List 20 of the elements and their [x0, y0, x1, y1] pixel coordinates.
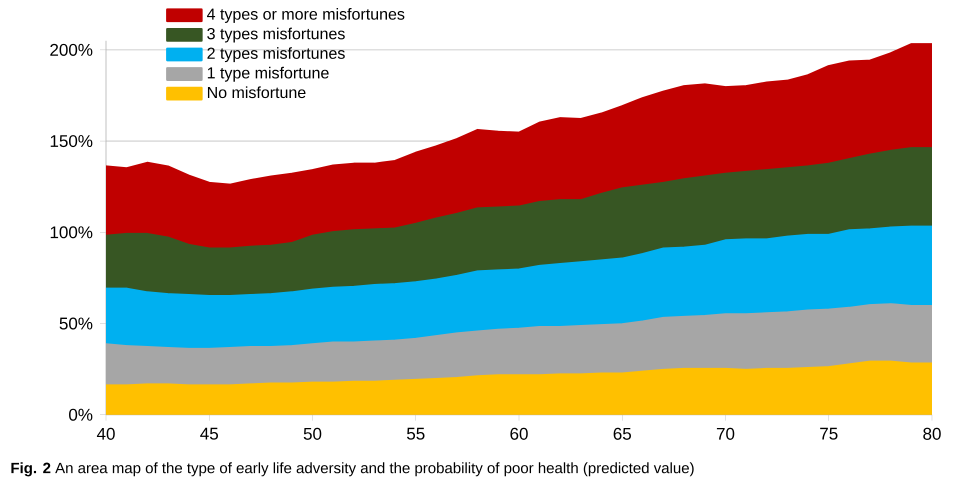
legend-label: 3 types misfortunes [207, 28, 345, 43]
y-tick-label: 150% [50, 135, 92, 148]
legend-label: 2 types misfortunes [207, 47, 345, 62]
legend-label: 4 types or more misfortunes [207, 8, 404, 24]
x-tick-label: 50 [304, 428, 322, 440]
text: Fig. 2 An area map of the type of early life adversity and the probability of poor health (predicted value) [11, 462, 694, 476]
x-tick-label: 60 [510, 428, 528, 440]
x-tick-label: 55 [406, 428, 424, 440]
x-tick-label: 75 [820, 428, 838, 440]
x-tick-label: 80 [923, 428, 941, 440]
x-tick-label: 45 [200, 428, 218, 440]
x-tick-label: 65 [614, 428, 631, 440]
y-tick-label: 100% [50, 226, 92, 238]
y-tick-label: 0% [69, 408, 92, 421]
x-tick-label: 40 [96, 428, 115, 440]
y-tick-label: 200% [50, 44, 92, 56]
y-tick-label: 50% [60, 318, 92, 330]
x-tick-label: 70 [716, 428, 734, 440]
legend-label: No misfortune [208, 86, 306, 98]
legend-label: 1 type misfortune [208, 66, 329, 82]
